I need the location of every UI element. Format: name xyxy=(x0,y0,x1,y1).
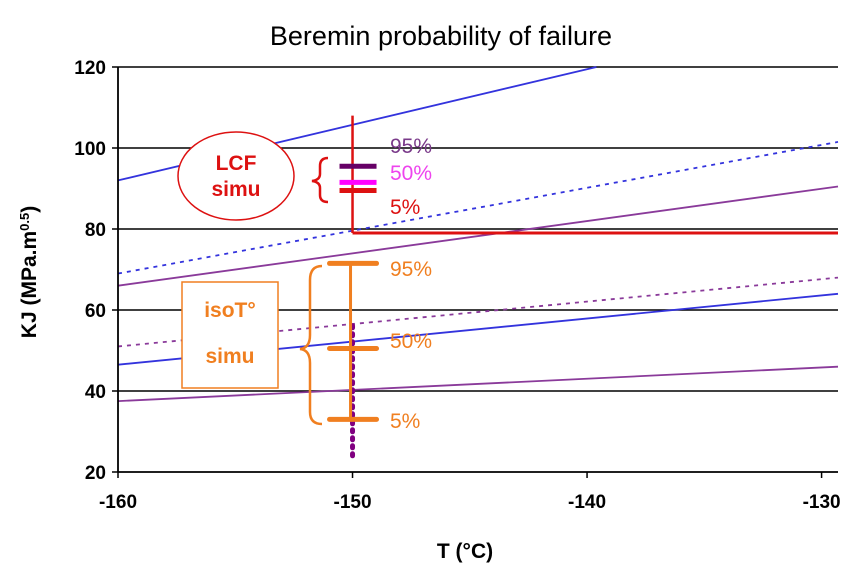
lcf-ellipse xyxy=(177,131,295,221)
x-tick-label: -150 xyxy=(334,492,372,513)
x-tick-label: -130 xyxy=(803,492,841,513)
y-axis-label-main: KJ (MPa.m xyxy=(18,231,41,338)
y-tick-label: 100 xyxy=(74,139,106,160)
y-axis-label-close: ) xyxy=(18,206,41,213)
y-tick-label: 60 xyxy=(85,301,106,322)
annotations: 95% 50% 5% 95% 50% 5% LCF simu isoT° simu xyxy=(177,115,432,459)
series-line xyxy=(117,185,839,287)
iso-marker-label: 5% xyxy=(390,410,420,433)
y-tick-label: 80 xyxy=(85,220,106,241)
y-tick-label: 20 xyxy=(85,463,106,484)
y-tick-label: 120 xyxy=(74,58,106,79)
iso-box xyxy=(181,281,279,389)
chart-title: Beremin probability of failure xyxy=(270,21,612,51)
y-tick-label: 40 xyxy=(85,382,106,403)
lcf-marker-label: 95% xyxy=(390,135,432,158)
iso-label-line2: simu xyxy=(205,345,254,368)
iso-marker-label: 95% xyxy=(390,258,432,281)
iso-brace xyxy=(299,264,323,426)
iso-label-line1: isoT° xyxy=(204,299,256,322)
x-axis-label: T (°C) xyxy=(437,540,493,563)
x-tick-label: -160 xyxy=(99,492,137,513)
lcf-label-line1: LCF xyxy=(216,152,257,175)
series-line xyxy=(117,365,839,403)
iso-marker-label: 50% xyxy=(390,330,432,353)
y-axis-label: KJ (MPa.m0.5) xyxy=(17,206,41,338)
x-tick-label: -140 xyxy=(568,492,606,513)
lcf-marker-label: 50% xyxy=(390,162,432,185)
axes: 20 40 60 80 100 120 -160 -150 -140 -130 xyxy=(74,58,840,513)
y-axis-label-sup: 0.5 xyxy=(17,213,32,231)
lcf-brace xyxy=(311,156,329,204)
lcf-label-line2: simu xyxy=(211,178,260,201)
lcf-marker-label: 5% xyxy=(390,196,420,219)
